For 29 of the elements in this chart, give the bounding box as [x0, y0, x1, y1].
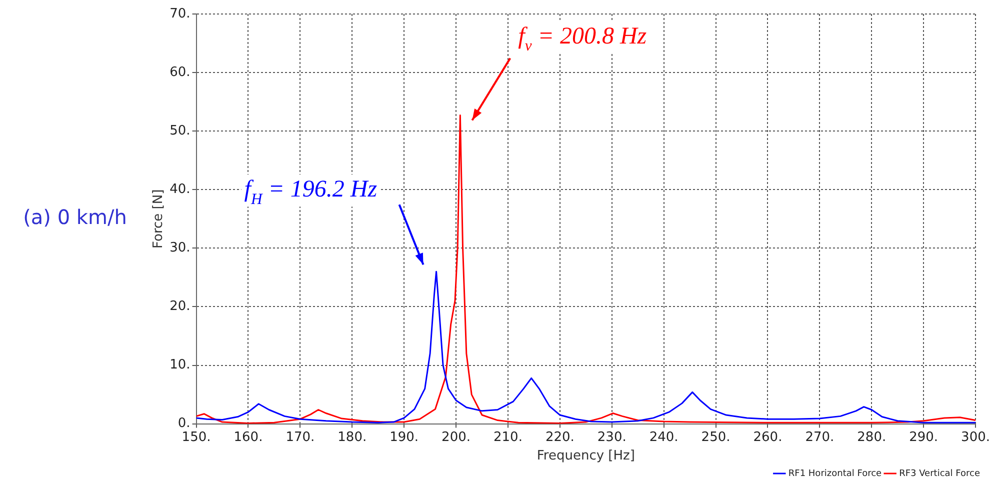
x-tick-label: 180.: [338, 430, 367, 445]
y-tick-label: 50.: [170, 123, 190, 138]
x-tick-label: 200.: [442, 430, 470, 445]
x-tick-label: 260.: [753, 430, 782, 445]
y-axis-title: Force [N]: [151, 189, 166, 248]
x-tick-label: 270.: [805, 430, 834, 445]
x-axis-title: Frequency [Hz]: [536, 448, 635, 464]
x-tick-label: 280.: [857, 430, 886, 445]
y-tick-label: 70.: [170, 6, 190, 22]
x-tick-label: 150.: [182, 430, 211, 445]
x-tick-label: 300.: [961, 430, 990, 445]
x-tick-label: 190.: [390, 430, 419, 445]
x-tick-label: 220.: [545, 430, 574, 445]
y-tick-label: 60.: [170, 64, 190, 80]
x-tick-label: 230.: [597, 430, 626, 445]
y-tick-label: 20.: [170, 299, 190, 314]
y-tick-label: 0.: [178, 416, 190, 432]
x-tick-label: 160.: [234, 430, 263, 445]
x-tick-label: 240.: [649, 430, 678, 445]
text: (a) 0 km/h: [22, 205, 128, 229]
x-tick-label: 210.: [494, 430, 522, 445]
legend-label: RF1 Horizontal Force: [788, 468, 882, 479]
legend-label: RF3 Vertical Force: [899, 468, 980, 479]
x-tick-label: 290.: [909, 430, 938, 445]
x-tick-label: 170.: [286, 430, 315, 445]
y-tick-label: 30.: [170, 240, 190, 256]
y-tick-label: 10.: [170, 358, 190, 373]
y-tick-label: 40.: [170, 182, 190, 198]
x-tick-label: 250.: [701, 430, 730, 445]
